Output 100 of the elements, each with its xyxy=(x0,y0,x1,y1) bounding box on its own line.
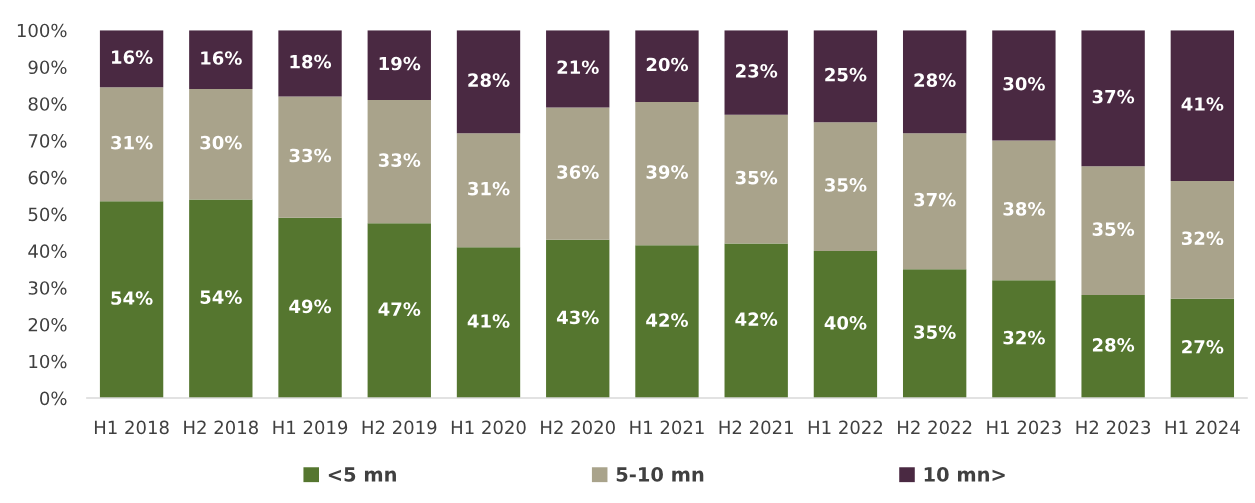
data-label: 40% xyxy=(824,316,867,330)
bar xyxy=(456,133,521,248)
bar xyxy=(189,30,253,90)
data-label: 30% xyxy=(1003,76,1045,91)
bar xyxy=(367,223,431,399)
data-label: 36% xyxy=(557,165,599,179)
y-tick-label: 0% xyxy=(40,391,67,406)
data-label: 23% xyxy=(736,64,778,78)
x-tick-label: H2 2023 xyxy=(1076,420,1151,435)
data-label: 16% xyxy=(201,51,242,65)
bar xyxy=(189,199,253,399)
bar xyxy=(813,250,878,399)
x-tick-label: H2 2018 xyxy=(184,420,258,435)
x-tick-label: H1 2018 xyxy=(94,420,169,435)
bar xyxy=(635,101,699,246)
bar xyxy=(813,122,878,251)
bar xyxy=(99,201,164,399)
bar xyxy=(1170,181,1235,299)
y-tick-label: 80% xyxy=(28,97,67,111)
x-tick-label: H2 2019 xyxy=(362,420,437,435)
bar xyxy=(456,30,521,134)
data-label: 20% xyxy=(646,57,688,72)
x-tick-label: H1 2023 xyxy=(987,420,1061,435)
bar xyxy=(1170,298,1235,399)
data-label: 33% xyxy=(289,148,332,163)
bar xyxy=(99,87,164,202)
x-tick-label: H2 2021 xyxy=(719,420,793,435)
data-label: 16% xyxy=(112,50,153,64)
y-tick-label: 90% xyxy=(28,60,67,75)
bar xyxy=(278,217,342,399)
bar xyxy=(1081,295,1145,399)
bar xyxy=(902,133,967,270)
bar xyxy=(902,30,967,134)
data-label: 27% xyxy=(1182,339,1224,354)
data-label: 25% xyxy=(825,67,867,82)
bar xyxy=(813,30,878,123)
data-label: 37% xyxy=(1092,89,1135,104)
legend-label: 5-10 mn xyxy=(616,467,704,482)
bar xyxy=(456,247,521,399)
data-label: 19% xyxy=(379,56,421,71)
data-label: 43% xyxy=(556,310,599,325)
bar xyxy=(635,245,699,399)
bar xyxy=(724,243,788,399)
data-label: 37% xyxy=(914,192,956,207)
data-label: 31% xyxy=(468,181,510,196)
x-tick-label: H1 2021 xyxy=(630,420,704,435)
bar xyxy=(1081,166,1145,296)
y-tick-label: 40% xyxy=(28,244,67,258)
x-tick-label: H2 2020 xyxy=(541,420,615,435)
bar xyxy=(992,280,1056,399)
bar xyxy=(992,140,1056,281)
data-label: 32% xyxy=(1181,231,1224,246)
x-tick-label: H1 2020 xyxy=(451,420,526,435)
bar xyxy=(546,107,610,240)
bar xyxy=(992,30,1056,141)
bar xyxy=(546,30,610,108)
data-label: 47% xyxy=(378,302,421,316)
data-label: 35% xyxy=(825,178,867,192)
data-label: 35% xyxy=(1092,222,1135,236)
data-label: 39% xyxy=(646,165,688,179)
x-tick-label: H1 2022 xyxy=(808,420,882,435)
bar xyxy=(1170,30,1235,181)
data-label: 54% xyxy=(200,290,242,304)
bar xyxy=(546,239,610,399)
legend-label: <5 mn xyxy=(328,467,396,482)
y-tick-label: 50% xyxy=(28,207,67,222)
bar xyxy=(278,30,342,97)
data-label: 21% xyxy=(557,60,599,75)
y-tick-label: 60% xyxy=(28,170,67,185)
y-tick-label: 100% xyxy=(17,23,67,38)
y-tick-label: 10% xyxy=(29,354,67,369)
data-label: 32% xyxy=(1003,330,1045,345)
bar xyxy=(278,96,342,218)
x-tick-label: H1 2019 xyxy=(273,420,348,435)
bar xyxy=(189,89,253,200)
data-label: 38% xyxy=(1003,202,1045,216)
data-label: 54% xyxy=(111,291,153,305)
bar xyxy=(99,30,164,88)
data-label: 49% xyxy=(289,299,332,314)
y-tick-label: 20% xyxy=(28,317,67,332)
data-label: 18% xyxy=(290,54,332,69)
x-tick-label: H2 2022 xyxy=(898,420,972,435)
bar xyxy=(902,269,967,399)
data-label: 30% xyxy=(200,135,242,150)
x-tick-label: H1 2024 xyxy=(1165,420,1240,435)
data-label: 42% xyxy=(646,313,688,327)
bar xyxy=(1081,30,1145,167)
y-tick-label: 30% xyxy=(28,281,67,295)
y-tick-label: 70% xyxy=(28,133,67,148)
data-label: 35% xyxy=(914,325,956,339)
bar xyxy=(635,30,699,102)
data-label: 28% xyxy=(468,73,510,87)
data-label: 41% xyxy=(1181,97,1224,111)
data-label: 28% xyxy=(1092,338,1135,352)
data-label: 31% xyxy=(111,135,153,150)
bar xyxy=(367,30,431,101)
data-label: 41% xyxy=(467,314,510,328)
bar xyxy=(724,114,788,244)
legend-label: 10 mn> xyxy=(924,467,1005,482)
data-label: 28% xyxy=(914,73,956,87)
